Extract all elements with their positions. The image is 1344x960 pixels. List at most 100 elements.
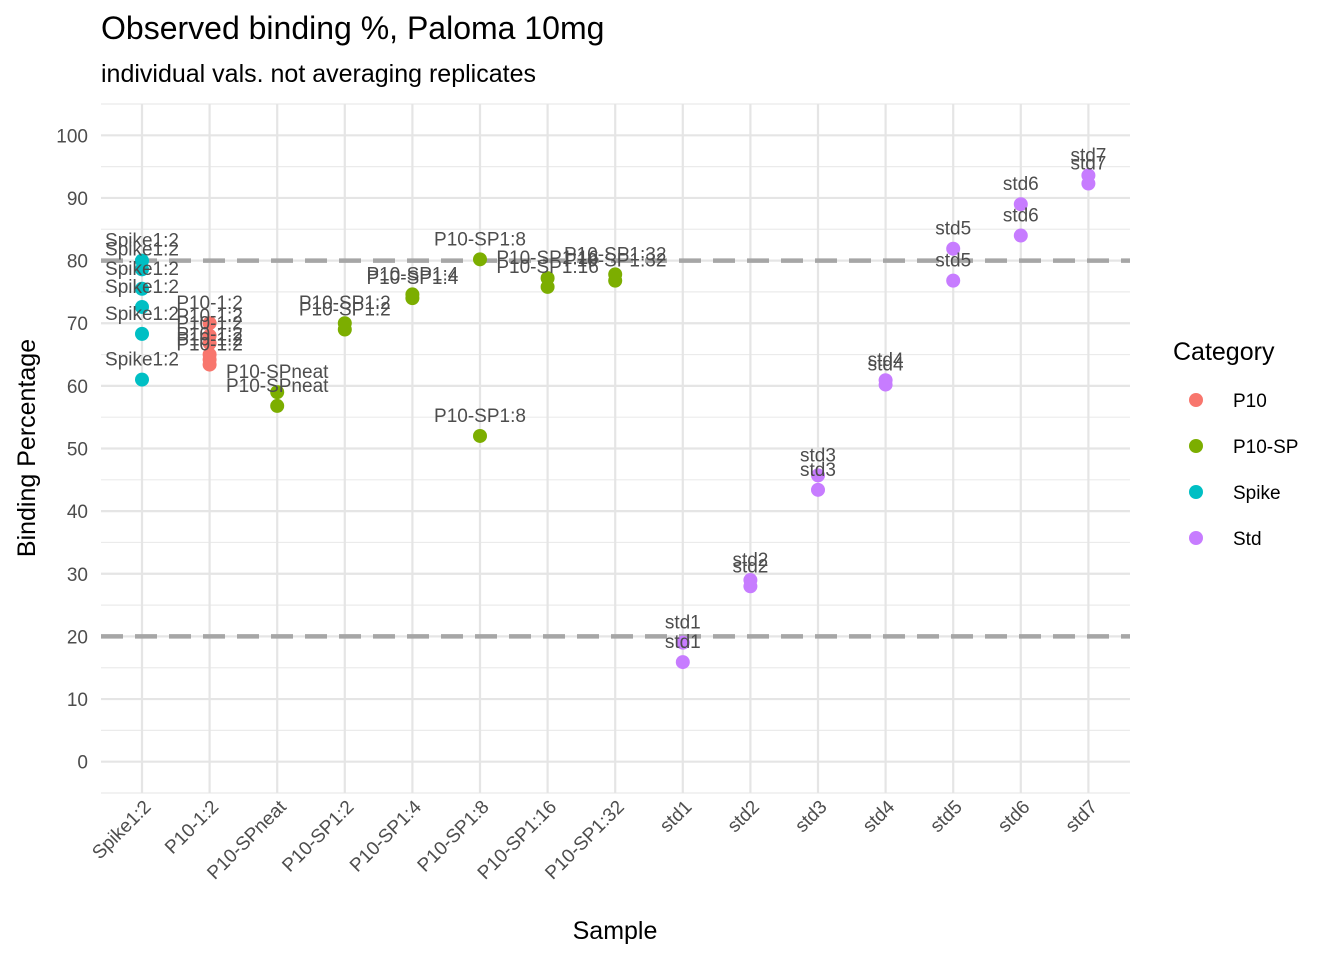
- data-label: P10-1:2: [176, 313, 243, 334]
- data-point: [608, 273, 623, 288]
- grid-major: [101, 104, 1130, 793]
- x-tick-label: P10-SP1:2: [278, 797, 358, 877]
- data-point: [135, 372, 149, 387]
- x-tick-label: P10-SP1:4: [346, 796, 426, 876]
- y-tick-label: 50: [67, 440, 88, 461]
- x-tick-label: std7: [1062, 797, 1102, 837]
- data-label: P10-SP1:2: [299, 299, 391, 320]
- legend-key: [1189, 439, 1203, 453]
- data-point: [473, 428, 487, 443]
- data-label: P10-1:2: [176, 293, 243, 314]
- data-label: P10-SP1:2: [299, 293, 391, 314]
- y-tick-label: 20: [67, 627, 88, 648]
- data-label: P10-SP1:32: [564, 251, 666, 272]
- y-tick-label: 100: [56, 126, 88, 147]
- data-point: [675, 655, 690, 670]
- data-point: [135, 281, 149, 296]
- data-label: P10-1:2: [176, 330, 243, 351]
- data-label: std3: [800, 460, 836, 481]
- data-label: P10-1:2: [176, 306, 243, 327]
- data-label: P10-SP1:4: [366, 264, 458, 285]
- data-label: std2: [732, 556, 768, 577]
- chart-subtitle: individual vals. not averaging replicate…: [101, 60, 536, 88]
- data-label: Spike1:2: [105, 259, 179, 280]
- x-axis-ticks: Spike1:2 P10-1:2P10-SPneatP10-SP1:2P10-SP…: [88, 796, 1102, 884]
- y-tick-label: 70: [67, 314, 88, 335]
- point-labels: Spike1:2Spike1:2Spike1:2Spike1:2Spike1:2…: [105, 145, 1106, 653]
- data-label: std6: [1003, 206, 1039, 227]
- data-point: [202, 336, 217, 351]
- data-label: P10-SP1:4: [366, 268, 458, 289]
- y-tick-label: 30: [67, 565, 88, 586]
- legend-key: [1189, 485, 1203, 499]
- x-axis-title: Sample: [573, 917, 658, 945]
- x-tick-label: P10-1:2: [161, 797, 223, 859]
- data-label: P10-1:2: [176, 325, 243, 346]
- data-point: [270, 398, 285, 413]
- data-point: [540, 279, 555, 294]
- data-label: std6: [1003, 174, 1039, 195]
- data-label: P10-SPneat: [226, 362, 329, 383]
- data-label: Spike1:2: [105, 231, 179, 252]
- data-label: P10-SP1:16: [496, 248, 598, 269]
- data-label: Spike1:2: [105, 239, 179, 260]
- data-point: [337, 322, 352, 337]
- y-tick-label: 0: [77, 753, 88, 774]
- data-label: std2: [732, 550, 768, 571]
- chart-title: Observed binding %, Paloma 10mg: [101, 10, 604, 46]
- reference-lines: [101, 258, 1130, 639]
- legend-label: P10: [1233, 391, 1267, 412]
- legend-title: Category: [1173, 338, 1275, 366]
- y-tick-label: 90: [67, 189, 88, 210]
- data-label: std3: [800, 445, 836, 466]
- data-point: [1081, 176, 1096, 191]
- legend-key: [1189, 531, 1203, 545]
- data-label: P10-SPneat: [226, 376, 329, 397]
- data-point: [202, 357, 217, 372]
- data-point: [135, 299, 149, 314]
- y-tick-label: 80: [67, 252, 88, 273]
- data-label: std5: [935, 219, 971, 240]
- data-label: std4: [868, 350, 904, 371]
- y-tick-label: 40: [67, 502, 88, 523]
- data-point: [811, 482, 825, 497]
- data-point: [270, 385, 285, 400]
- data-point: [1013, 197, 1028, 212]
- x-tick-label: std4: [859, 796, 900, 837]
- data-label: std5: [935, 251, 971, 272]
- data-point: [135, 326, 149, 341]
- data-point: [946, 273, 961, 288]
- data-label: std1: [665, 613, 701, 634]
- data-label: std1: [665, 632, 701, 653]
- data-label: P10-SP1:8: [434, 406, 526, 427]
- data-point: [473, 252, 487, 267]
- data-points: [135, 168, 1096, 670]
- data-label: std7: [1070, 154, 1106, 175]
- data-point: [743, 579, 758, 594]
- y-axis-ticks: 0 10 20 30 40 50 60 70 80 90 100: [56, 126, 88, 773]
- data-point: [405, 291, 420, 306]
- data-label: P10-SP1:16: [496, 257, 598, 278]
- data-label: P10-1:2: [176, 335, 243, 356]
- legend: Category P10 P10-SP Spike Std: [1173, 338, 1298, 550]
- data-point: [1013, 228, 1028, 243]
- data-point: [135, 262, 149, 277]
- x-tick-label: std6: [994, 797, 1034, 837]
- data-label: Spike1:2: [105, 350, 179, 371]
- x-tick-label: std3: [791, 797, 831, 837]
- data-point: [811, 468, 825, 483]
- data-label: Spike1:2: [105, 277, 179, 298]
- y-tick-label: 10: [67, 690, 88, 711]
- x-tick-label: std5: [926, 797, 966, 837]
- data-point: [675, 635, 690, 650]
- x-tick-label: std1: [656, 797, 696, 837]
- x-tick-label: Spike1:2: [88, 797, 155, 864]
- legend-label: P10-SP: [1233, 437, 1298, 458]
- data-label: Spike1:2: [105, 304, 179, 325]
- y-axis-title: Binding Percentage: [13, 339, 41, 557]
- legend-key: [1189, 393, 1203, 407]
- legend-label: Spike: [1233, 483, 1281, 504]
- legend-label: Std: [1233, 529, 1262, 550]
- data-label: P10-SP1:8: [434, 229, 526, 250]
- x-tick-label: std2: [724, 797, 764, 837]
